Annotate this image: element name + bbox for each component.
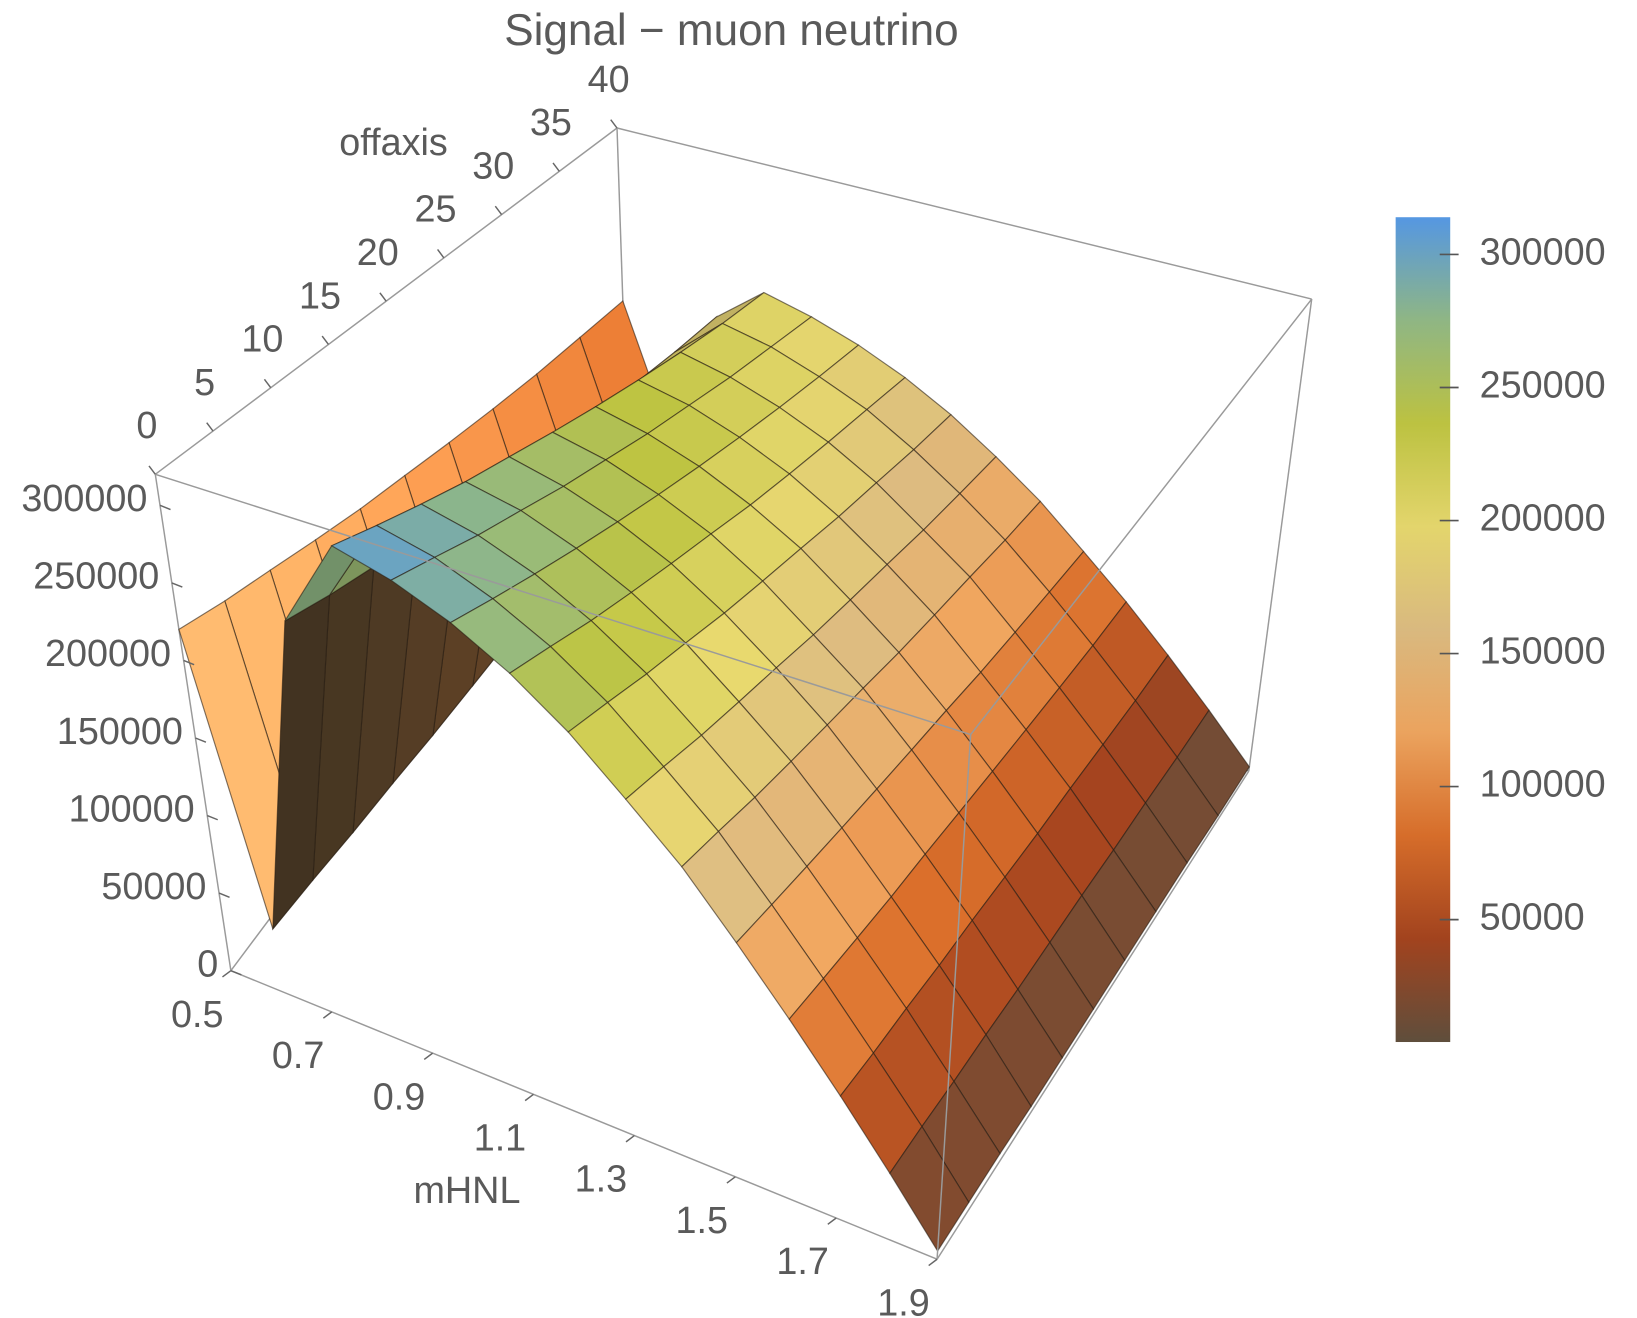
x-tick-label: 1.1: [474, 1117, 526, 1159]
y-tick: [436, 249, 445, 259]
colorbar-tick-label: 50000: [1480, 897, 1585, 939]
y-tick: [610, 119, 618, 129]
x-tick: [928, 1258, 938, 1267]
z-tick-label: 250000: [33, 556, 159, 598]
x-tick: [726, 1176, 736, 1184]
box-edge: [154, 474, 232, 971]
x-tick-label: 0.5: [171, 994, 224, 1036]
box-edge: [155, 473, 971, 736]
z-tick-label: 150000: [57, 711, 183, 753]
y-tick-label: 10: [241, 319, 283, 361]
chart-title: Signal − muon neutrino: [504, 6, 958, 55]
x-tick-label: 1.9: [877, 1282, 929, 1318]
y-tick: [206, 422, 214, 432]
y-tick-label: 35: [530, 102, 572, 144]
colorbar-tick-label: 150000: [1480, 631, 1606, 673]
y-tick-label: 40: [588, 59, 630, 101]
z-tick: [218, 892, 230, 898]
colorbar-tick-label: 250000: [1480, 364, 1606, 406]
y-tick-label: 0: [136, 405, 157, 447]
x-tick: [322, 1011, 333, 1019]
x-tick-label: 1.7: [776, 1241, 829, 1283]
colorbar: [1395, 217, 1451, 1043]
x-axis-label: mHNL: [413, 1170, 520, 1212]
z-tick-label: 300000: [21, 478, 147, 520]
y-tick: [321, 335, 330, 345]
colorbar-tick-label: 300000: [1480, 231, 1606, 273]
z-tick: [230, 969, 242, 976]
x-tick-label: 0.9: [373, 1076, 426, 1118]
colorbar-tick-label: 100000: [1480, 764, 1606, 806]
y-axis-label: offaxis: [339, 122, 447, 164]
y-tick-label: 25: [414, 189, 456, 231]
x-tick: [524, 1093, 534, 1102]
x-tick: [423, 1052, 434, 1060]
surface: [178, 291, 1251, 1253]
y-tick: [552, 162, 560, 172]
z-tick-label: 100000: [69, 788, 195, 830]
z-tick: [159, 504, 171, 511]
y-tick: [494, 205, 503, 216]
box-edge: [970, 298, 1313, 736]
colorbar-tick-label: 200000: [1480, 498, 1606, 540]
z-tick: [183, 659, 195, 666]
box-edge: [936, 734, 972, 1260]
x-tick-label: 1.3: [575, 1159, 628, 1201]
z-tick-label: 200000: [45, 633, 171, 675]
y-tick: [379, 292, 387, 302]
z-tick: [171, 582, 183, 588]
box-edge: [230, 969, 938, 1260]
y-tick-label: 5: [194, 362, 215, 404]
x-tick: [827, 1217, 837, 1225]
box-edge: [936, 770, 1250, 1260]
z-tick: [195, 737, 207, 743]
y-tick-label: 30: [472, 145, 514, 187]
surface-patch: [889, 1125, 970, 1253]
x-tick: [625, 1134, 635, 1143]
x-tick-label: 0.7: [272, 1035, 325, 1077]
y-tick-label: 15: [299, 275, 341, 317]
y-tick: [148, 465, 156, 475]
z-tick-label: 0: [197, 943, 218, 985]
z-tick: [206, 814, 219, 821]
x-tick-label: 1.5: [675, 1200, 727, 1242]
x-tick: [222, 970, 232, 978]
box-edge: [616, 127, 1312, 300]
z-tick-label: 50000: [101, 866, 206, 908]
y-tick-label: 20: [357, 232, 399, 274]
box-edge: [1248, 298, 1313, 772]
y-tick: [263, 378, 272, 389]
